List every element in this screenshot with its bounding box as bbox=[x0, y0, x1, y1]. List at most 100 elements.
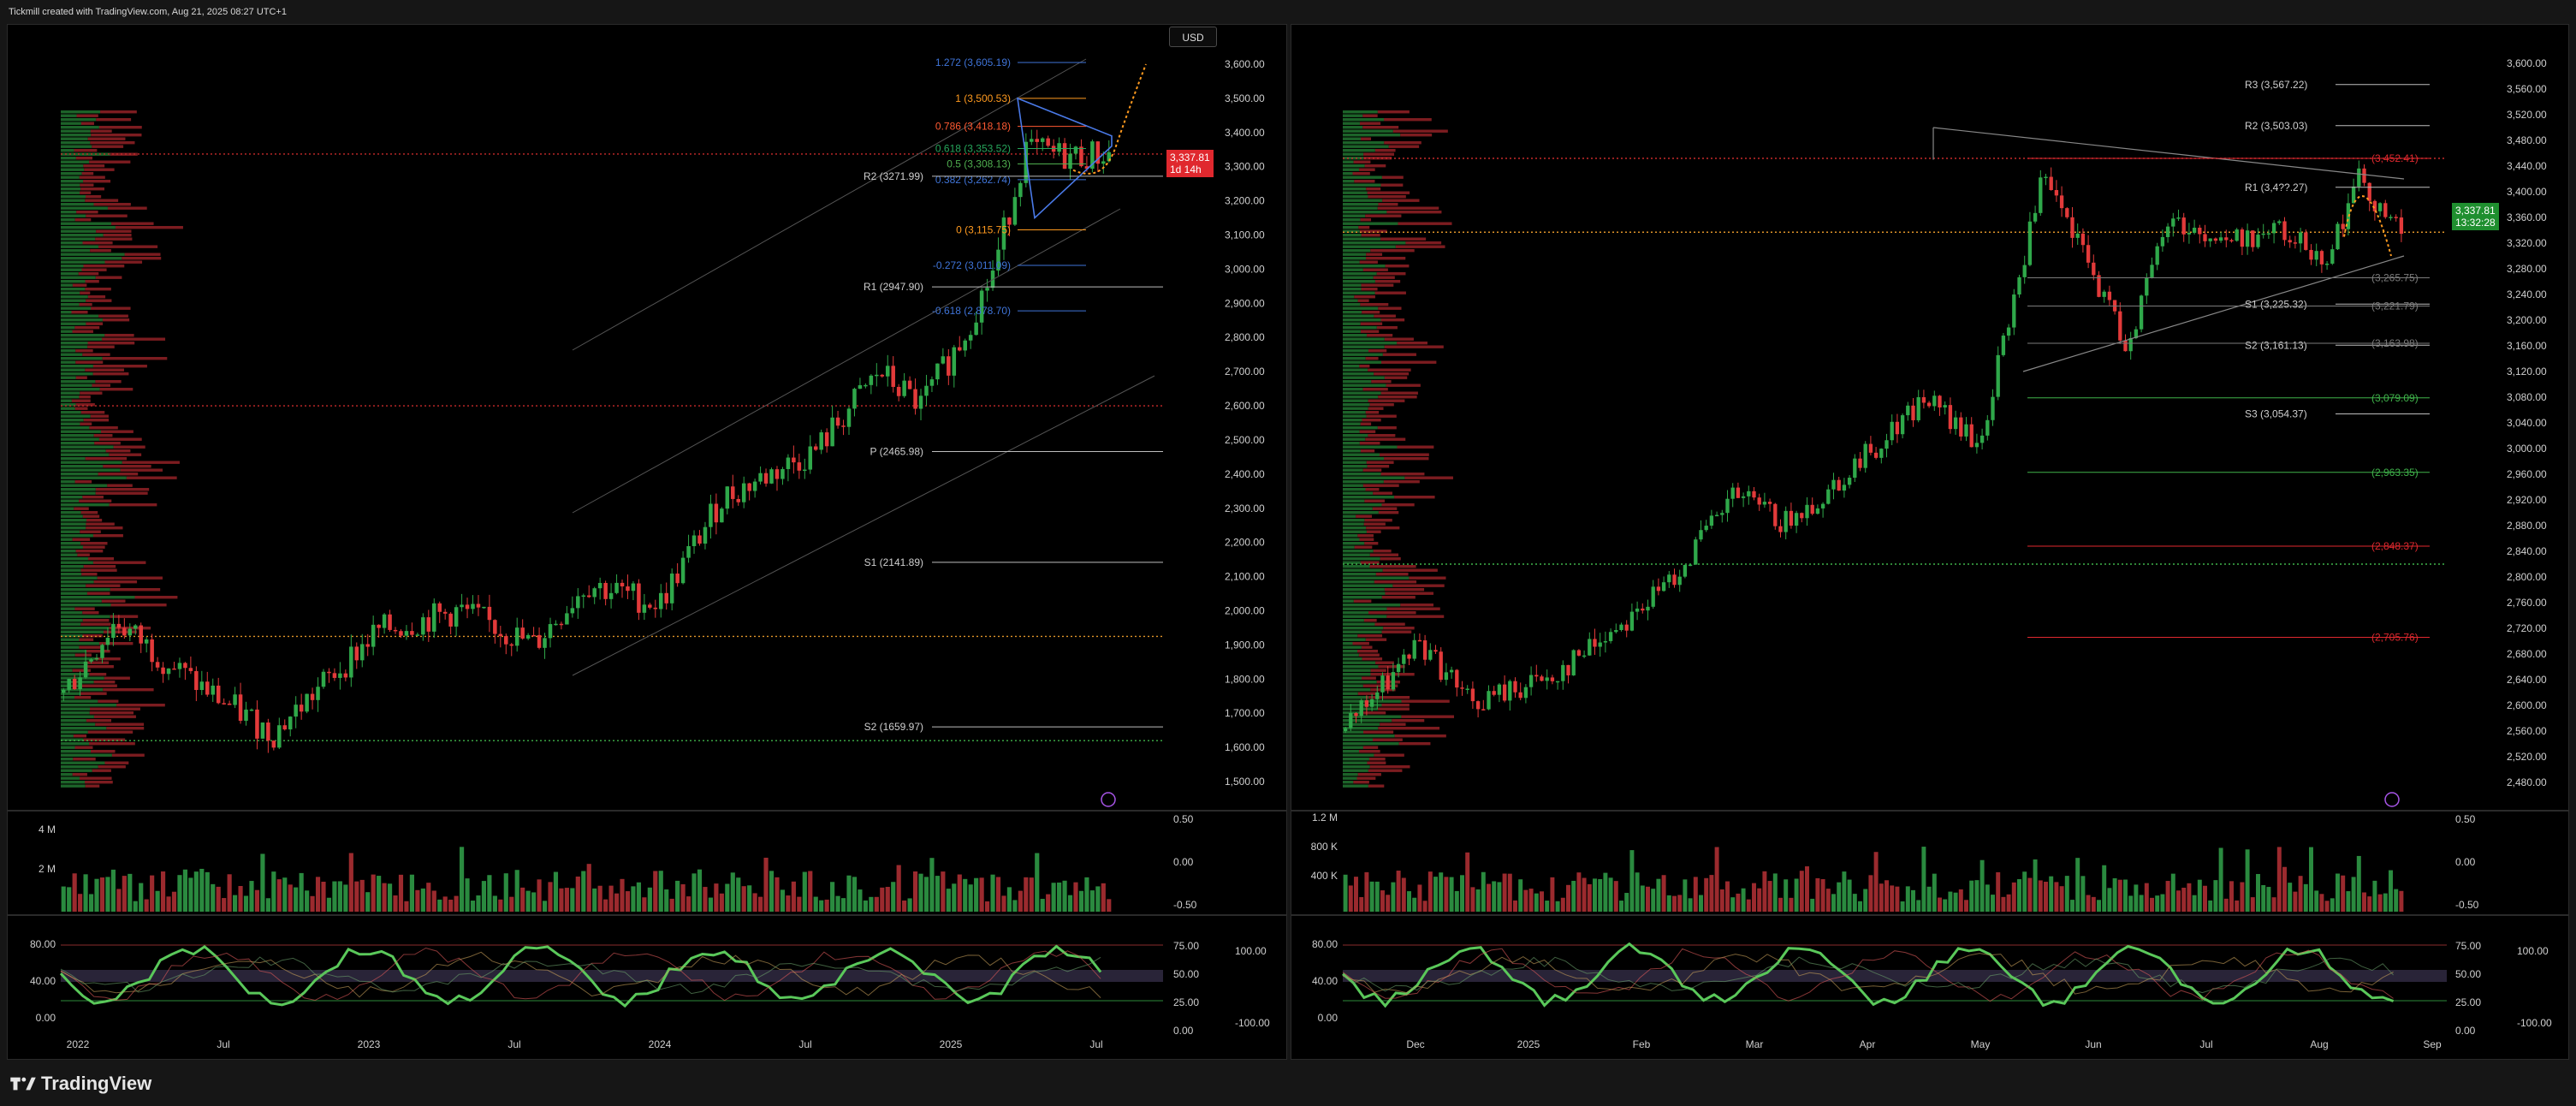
volume-bar bbox=[1672, 895, 1677, 912]
volume-profile-bar bbox=[75, 349, 93, 353]
candle-body bbox=[1800, 513, 1804, 519]
volume-profile-bar bbox=[1362, 388, 1388, 391]
candle-body bbox=[465, 604, 470, 609]
right-chart-pane[interactable]: 3,600.00 3,560.00 3,520.00 3,480.00 3,440.00… bbox=[1291, 24, 2569, 1060]
candle-body bbox=[155, 662, 160, 668]
volume-profile-bar bbox=[83, 164, 105, 168]
candle-body bbox=[277, 725, 282, 748]
x-axis-label: Jul bbox=[217, 1038, 229, 1050]
volume-profile-bar bbox=[1343, 676, 1362, 680]
tradingview-logo[interactable]: TradingView bbox=[10, 1073, 151, 1095]
volume-profile-bar bbox=[1356, 776, 1376, 780]
candle-body bbox=[2203, 234, 2207, 241]
volume-bar bbox=[1842, 871, 1847, 912]
volume-profile-bar bbox=[81, 573, 98, 576]
volume-profile-bar bbox=[83, 419, 109, 422]
volume-bar bbox=[1095, 886, 1101, 912]
candle-body bbox=[1736, 487, 1741, 498]
volume-profile-bar bbox=[1365, 437, 1406, 441]
volume-profile-bar bbox=[1343, 318, 1381, 322]
candle-body bbox=[1959, 417, 1963, 437]
rsi-band bbox=[61, 970, 1163, 982]
volume-profile-bar bbox=[74, 653, 92, 657]
candle-body bbox=[211, 685, 215, 695]
volume-profile-bar bbox=[1380, 237, 1427, 241]
volume-profile-bar bbox=[1374, 149, 1396, 152]
volume-profile-bar bbox=[86, 299, 112, 302]
volume-bar bbox=[1029, 877, 1034, 912]
volume-bar bbox=[1078, 890, 1084, 912]
volume-bar bbox=[1449, 877, 1454, 912]
candle-body bbox=[1598, 642, 1602, 647]
volume-axis-label: 4 M bbox=[39, 824, 56, 835]
lightning-icon bbox=[1101, 792, 1116, 807]
volume-profile-bar bbox=[61, 711, 90, 715]
volume-profile-bar bbox=[95, 488, 150, 491]
volume-profile-bar bbox=[80, 622, 111, 626]
volume-bar bbox=[691, 873, 697, 912]
volume-profile-bar bbox=[79, 645, 102, 649]
volume-bar bbox=[1528, 889, 1534, 912]
y-axis-label: 2,300.00 bbox=[1225, 502, 1265, 514]
volume-profile-bar bbox=[61, 476, 127, 479]
x-axis-label: Jul bbox=[2199, 1038, 2212, 1050]
candle-body bbox=[2065, 208, 2069, 217]
volume-profile-bar bbox=[1374, 280, 1401, 283]
volume-bar bbox=[1624, 893, 1629, 912]
volume-profile-bar bbox=[1366, 461, 1394, 464]
volume-profile-bar bbox=[93, 715, 136, 718]
volume-profile-bar bbox=[61, 538, 73, 541]
volume-profile-bar bbox=[1373, 491, 1392, 495]
volume-bar bbox=[2367, 896, 2372, 912]
volume-bar bbox=[2336, 873, 2340, 912]
left-chart-pane[interactable]: 3,600.00 3,500.00 3,400.00 3,300.00 3,200.00… bbox=[7, 24, 1287, 1060]
left-chart-canvas[interactable]: 3,600.003,500.003,400.003,300.003,200.00… bbox=[8, 25, 1286, 1059]
volume-bar bbox=[808, 871, 813, 912]
candle-body bbox=[2367, 182, 2371, 201]
volume-bar bbox=[885, 887, 890, 912]
volume-bar bbox=[1778, 897, 1783, 912]
currency-button[interactable]: USD bbox=[1169, 27, 1217, 47]
candle-body bbox=[559, 623, 564, 626]
volume-bar bbox=[1582, 877, 1587, 912]
candle-body bbox=[775, 469, 780, 479]
volume-profile-bar bbox=[61, 611, 83, 615]
volume-bar bbox=[509, 896, 514, 912]
volume-bar bbox=[1587, 883, 1592, 912]
candle-body bbox=[216, 685, 221, 704]
candle-body bbox=[454, 607, 459, 627]
volume-bar bbox=[2075, 858, 2080, 912]
rsi-right-label: 50.00 bbox=[1173, 968, 1199, 980]
candle-body bbox=[1508, 681, 1512, 701]
volume-profile-bar bbox=[72, 283, 87, 287]
volume-profile-bar bbox=[1398, 222, 1452, 225]
volume-profile-bar bbox=[1343, 657, 1362, 661]
volume-profile-bar bbox=[61, 430, 101, 433]
candle-body bbox=[592, 588, 597, 598]
volume-profile-bar bbox=[92, 384, 110, 387]
volume-bar bbox=[1555, 901, 1560, 912]
volume-profile-bar bbox=[1343, 311, 1362, 314]
volume-profile-bar bbox=[1370, 249, 1415, 253]
candle-body bbox=[1789, 510, 1794, 526]
volume-profile-bar bbox=[1343, 730, 1364, 734]
candle-body bbox=[1001, 217, 1006, 250]
volume-bar bbox=[2033, 859, 2038, 912]
candle-body bbox=[343, 673, 348, 678]
volume-bar bbox=[542, 901, 548, 912]
candle-body bbox=[1651, 586, 1655, 607]
volume-profile-bar bbox=[1343, 203, 1379, 206]
volume-bar bbox=[216, 886, 221, 912]
right-chart-canvas[interactable]: 3,600.003,560.003,520.003,480.003,440.00… bbox=[1291, 25, 2568, 1059]
rsi-right-label: 75.00 bbox=[2455, 940, 2481, 952]
volume-bar bbox=[2356, 855, 2361, 912]
volume-profile-bar bbox=[1378, 203, 1398, 206]
candle-body bbox=[498, 633, 503, 637]
volume-profile-bar bbox=[61, 318, 103, 322]
volume-profile-bar bbox=[1359, 538, 1374, 541]
volume-bar bbox=[1046, 894, 1051, 912]
volume-bar bbox=[923, 877, 929, 912]
candle-body bbox=[100, 645, 104, 658]
volume-profile-bar bbox=[110, 615, 139, 618]
volume-profile-bar bbox=[1381, 704, 1410, 707]
